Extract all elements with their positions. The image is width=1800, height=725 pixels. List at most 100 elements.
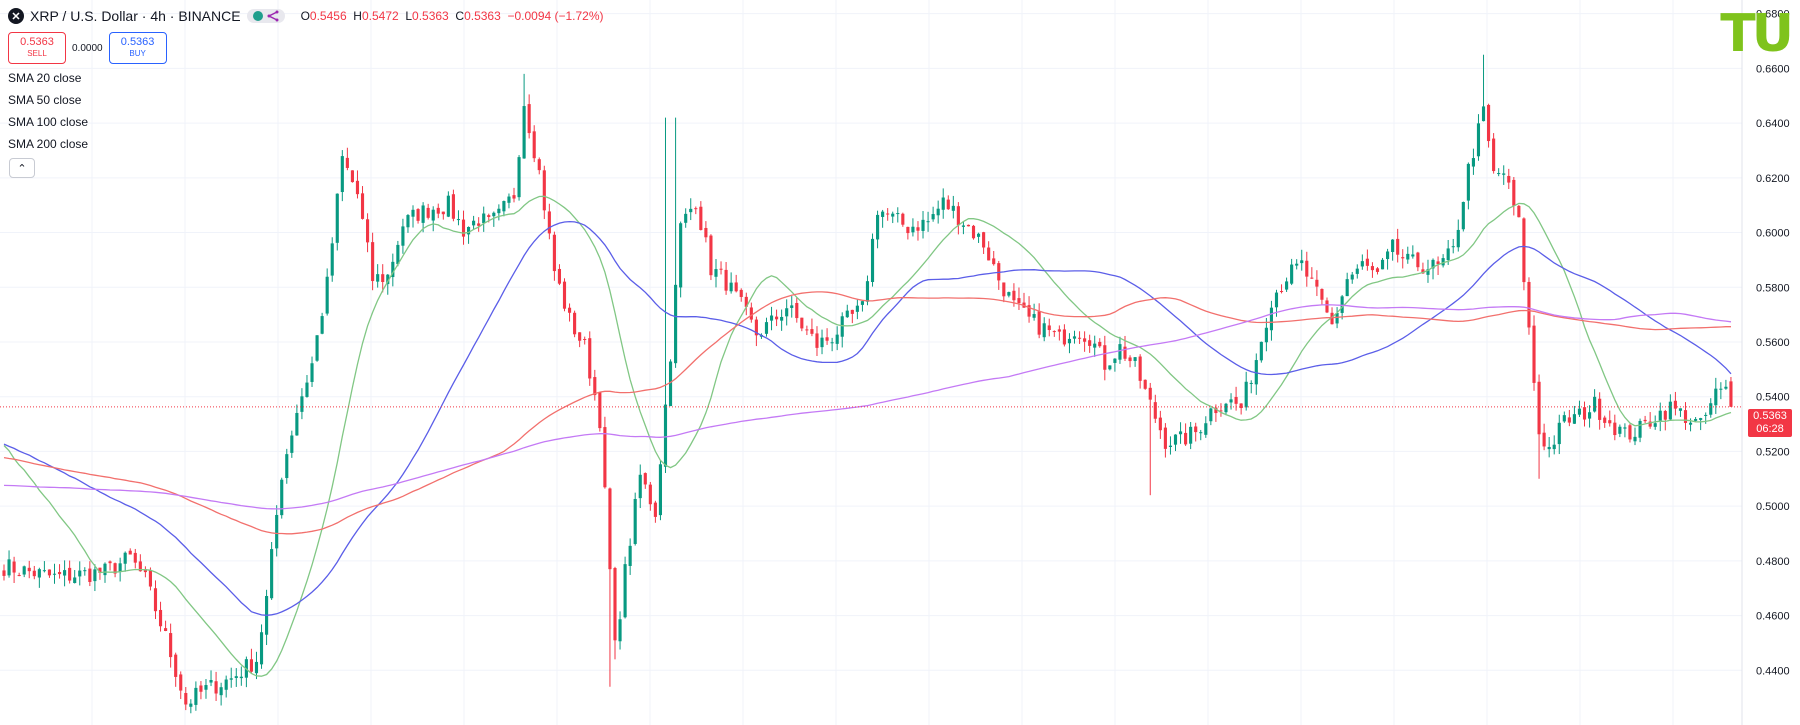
candle-body: [1350, 274, 1354, 280]
candle-body: [876, 214, 880, 240]
candle-body: [1300, 260, 1304, 264]
candle-body: [108, 561, 112, 564]
candle-body: [1037, 311, 1041, 335]
candle-body: [133, 552, 137, 563]
candle-body: [1380, 259, 1385, 270]
collapse-indicators-button[interactable]: ⌃: [9, 158, 35, 178]
candle-body: [1340, 296, 1344, 313]
candle-body: [512, 195, 516, 199]
candle-body: [1012, 290, 1016, 301]
candle-body: [886, 213, 890, 215]
candle-body: [386, 274, 390, 285]
candle-body: [224, 679, 228, 690]
indicator-sma50[interactable]: SMA 50 close: [8, 93, 82, 107]
candle-body: [1062, 329, 1066, 345]
candle-body: [638, 474, 642, 499]
candle-body: [128, 550, 132, 555]
candle-body: [330, 243, 334, 276]
candle-body: [123, 552, 127, 564]
indicator-sma200[interactable]: SMA 200 close: [8, 137, 89, 151]
candle-body: [1527, 281, 1531, 328]
candle-body: [694, 208, 698, 210]
candle-body: [1461, 201, 1465, 230]
y-tick-label: 0.4800: [1756, 556, 1790, 568]
candle-body: [870, 238, 875, 282]
candle-body: [815, 333, 819, 348]
candle-body: [971, 225, 976, 239]
candle-body: [749, 307, 753, 320]
candle-body: [1199, 432, 1203, 434]
candle-body: [12, 561, 16, 573]
candle-body: [663, 404, 668, 467]
visibility-pill[interactable]: [246, 9, 285, 23]
bar-countdown: 06:28: [1756, 423, 1784, 435]
candle-body: [1466, 163, 1470, 201]
candle-body: [254, 661, 259, 674]
candle-body: [285, 454, 289, 479]
candle-body: [825, 337, 829, 341]
candle-body: [153, 588, 158, 612]
candle-body: [1456, 229, 1460, 248]
candle-body: [1360, 261, 1364, 267]
y-tick-label: 0.5000: [1756, 501, 1790, 513]
candle-body: [1148, 387, 1152, 400]
x-icon: ✕: [8, 8, 24, 24]
candle-body: [608, 488, 612, 570]
candle-body: [1603, 417, 1607, 423]
candle-body: [1487, 104, 1491, 142]
candle-body: [2, 570, 6, 576]
candle-body: [911, 226, 915, 233]
candle-body: [1658, 410, 1662, 421]
candle-body: [719, 268, 723, 270]
candle-body: [143, 568, 147, 573]
candle-body: [1083, 338, 1087, 342]
candle-body: [628, 545, 632, 566]
candle-body: [1184, 432, 1188, 445]
candle-body: [1724, 386, 1728, 389]
candle-body: [1123, 346, 1127, 359]
candle-body: [1421, 269, 1425, 274]
candle-body: [1335, 312, 1339, 324]
candle-body: [1189, 426, 1193, 444]
candle-body: [158, 609, 163, 627]
candle-body: [1497, 173, 1501, 175]
sma-line-200: [3, 304, 1732, 510]
candle-body: [704, 227, 708, 238]
candle-body: [1572, 414, 1576, 424]
candle-body: [729, 282, 733, 292]
y-tick-label: 0.6000: [1756, 228, 1790, 240]
chevron-up-icon: ⌃: [17, 162, 27, 175]
sell-button[interactable]: 0.5363 SELL: [8, 32, 66, 64]
trade-panel: 0.5363 SELL 0.0000 0.5363 BUY: [8, 32, 167, 64]
indicator-sma100[interactable]: SMA 100 close: [8, 115, 89, 129]
candle-body: [992, 258, 996, 265]
candle-body: [366, 219, 370, 243]
candle-body: [194, 687, 198, 705]
candle-body: [1451, 246, 1455, 248]
candle-body: [547, 211, 551, 234]
candle-body: [906, 226, 910, 234]
candle-body: [1315, 279, 1319, 287]
y-tick-label: 0.6200: [1756, 173, 1790, 185]
y-tick-label: 0.5600: [1756, 337, 1790, 349]
candle-body: [1663, 410, 1667, 420]
buy-button[interactable]: 0.5363 BUY: [108, 32, 167, 64]
candle-body: [204, 685, 208, 690]
candle-body: [472, 220, 476, 226]
candle-body: [1375, 268, 1380, 272]
candle-body: [785, 308, 789, 317]
candle-body: [1052, 331, 1056, 333]
candle-body: [578, 332, 582, 341]
indicator-sma20[interactable]: SMA 20 close: [8, 71, 82, 85]
candle-body: [113, 563, 117, 574]
candle-body: [1259, 341, 1263, 361]
candle-body: [1411, 254, 1415, 257]
candle-body: [855, 305, 859, 312]
y-tick-label: 0.4600: [1756, 611, 1790, 623]
candle-body: [1436, 261, 1440, 265]
candle-body: [769, 315, 774, 321]
candle-body: [1507, 175, 1511, 183]
symbol-title[interactable]: XRP / U.S. Dollar · 4h · BINANCE: [30, 8, 241, 24]
candle-body: [1517, 205, 1521, 218]
